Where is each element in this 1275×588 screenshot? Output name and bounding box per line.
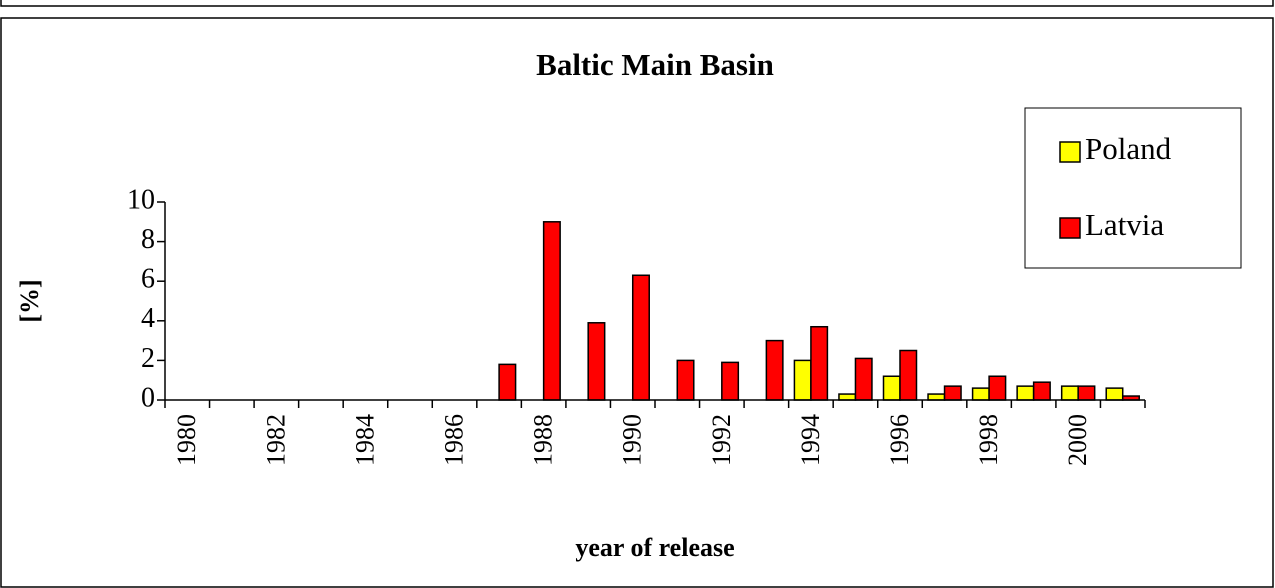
bar [1105, 387, 1124, 401]
x-tick-label: 2000 [1063, 414, 1092, 466]
y-tick-label: 2 [141, 343, 155, 374]
bar [899, 349, 918, 401]
x-tick-label: 1994 [796, 414, 825, 466]
x-tick-label: 1990 [618, 414, 647, 466]
bar [498, 363, 517, 401]
bar [1077, 385, 1096, 401]
bar [988, 375, 1007, 401]
x-tick-label: 1996 [885, 414, 914, 466]
y-tick-label: 4 [141, 303, 155, 334]
x-tick-label: 1998 [974, 414, 1003, 466]
bar [587, 322, 606, 401]
legend-swatch [1059, 141, 1081, 163]
bar [631, 274, 650, 401]
y-axis-label: [%] [15, 279, 44, 322]
bar [943, 385, 962, 401]
x-tick-label: 1992 [707, 414, 736, 466]
bar [793, 359, 812, 401]
y-tick-label: 8 [141, 224, 155, 255]
x-tick-label: 1984 [350, 414, 379, 466]
x-tick-label: 1982 [261, 414, 290, 466]
bar [1060, 385, 1079, 401]
bar [765, 339, 784, 401]
y-tick-label: 10 [127, 184, 155, 215]
bar [676, 359, 695, 401]
legend-swatch [1059, 217, 1081, 239]
bar [838, 393, 857, 401]
x-tick-label: 1988 [529, 414, 558, 466]
bar [882, 375, 901, 401]
legend-box [1024, 107, 1242, 269]
bar [854, 357, 873, 401]
y-tick-label: 0 [141, 382, 155, 413]
x-tick-label: 1986 [440, 414, 469, 466]
top-frame [0, 0, 1274, 7]
bar [721, 361, 740, 401]
legend-label: Poland [1085, 131, 1172, 166]
x-axis-label: year of release [575, 533, 734, 562]
bar [810, 325, 829, 401]
bar [1016, 385, 1035, 401]
bar [1032, 381, 1051, 401]
bar [542, 221, 561, 401]
chart-title: Baltic Main Basin [536, 47, 774, 82]
bar [927, 393, 946, 401]
x-tick-label: 1980 [172, 414, 201, 466]
bar [971, 387, 990, 401]
y-tick-label: 6 [141, 264, 155, 295]
legend-label: Latvia [1085, 207, 1164, 242]
